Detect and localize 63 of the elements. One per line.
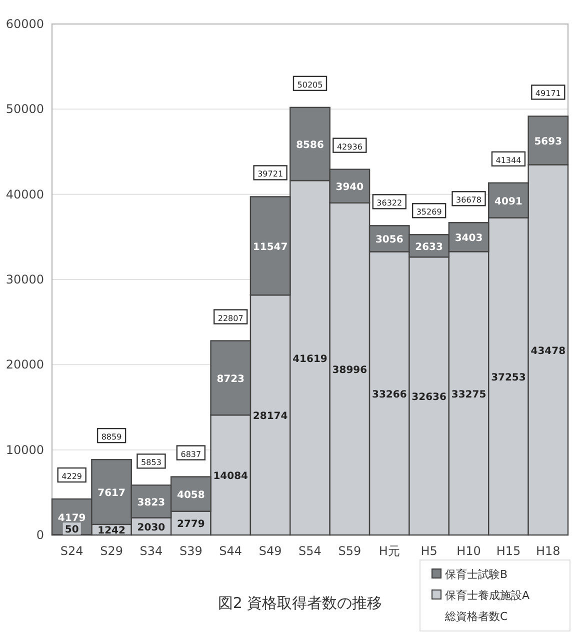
text: 総資格者数C [444, 610, 508, 623]
data-label: 11547 [252, 242, 288, 253]
x-tick-label: H10 [456, 544, 481, 558]
total-label: 22807 [218, 314, 244, 323]
data-label: 14084 [213, 471, 248, 482]
data-label: 4179 [58, 512, 86, 524]
legend-label: 保育士養成施設A [445, 589, 530, 602]
data-label: 32636 [412, 392, 447, 404]
data-label: 3823 [137, 497, 166, 508]
x-tick-label: S44 [219, 544, 242, 558]
total-label: 36322 [376, 198, 402, 208]
y-tick-label: 50000 [6, 102, 44, 116]
y-tick-label: 10000 [6, 442, 44, 457]
data-label: 2030 [137, 522, 166, 534]
total-label: 35269 [416, 208, 442, 217]
data-label: 8586 [296, 140, 324, 151]
total-label: 6837 [180, 450, 202, 459]
y-tick-label: 40000 [6, 187, 44, 202]
total-label: 36678 [456, 196, 482, 205]
x-tick-label: S34 [140, 544, 163, 558]
data-label: 3940 [336, 182, 364, 194]
x-tick-label: H5 [420, 544, 438, 558]
x-tick-label: S49 [258, 544, 282, 558]
data-label: 3403 [454, 233, 483, 244]
data-label: 37253 [491, 372, 526, 384]
total-label: 5853 [141, 458, 162, 468]
data-label: 7617 [98, 488, 126, 499]
x-tick-label: S54 [298, 544, 322, 558]
data-label: 8723 [216, 374, 245, 385]
data-label: 33266 [372, 389, 407, 400]
y-tick-label: 60000 [6, 17, 44, 31]
data-label: 2779 [177, 519, 205, 530]
x-tick-label: H18 [536, 544, 560, 558]
data-label: 4091 [494, 196, 522, 208]
x-tick-label: H15 [496, 544, 521, 558]
data-label: 1242 [98, 526, 126, 537]
total-label: 4229 [62, 472, 82, 481]
data-label: 50 [64, 524, 79, 536]
x-tick-label: S24 [60, 544, 84, 558]
total-label: 39721 [258, 170, 284, 179]
total-label: 50205 [297, 80, 323, 90]
legend-label: 保育士試験B [445, 568, 508, 581]
total-label: 42936 [336, 142, 362, 152]
x-tick-label: S29 [100, 544, 123, 558]
data-label: 4058 [177, 490, 205, 502]
y-tick-label: 0 [36, 528, 44, 542]
data-label: 41619 [292, 354, 328, 365]
data-label: 28174 [252, 411, 288, 422]
x-tick-label: S39 [179, 544, 202, 558]
data-label: 38996 [332, 364, 368, 376]
data-label: 43478 [530, 346, 566, 357]
x-tick-label: H元 [378, 544, 400, 558]
total-label: 8859 [101, 432, 122, 442]
y-tick-label: 20000 [6, 358, 44, 372]
data-label: 2633 [415, 242, 444, 253]
x-tick-label: S59 [338, 544, 362, 558]
total-label: 41344 [496, 156, 522, 165]
y-tick-label: 30000 [6, 272, 44, 286]
data-label: 3056 [375, 234, 404, 246]
data-label: 33275 [451, 389, 486, 400]
text: 図2 資格取得者数の推移 [218, 594, 382, 612]
total-label: 49171 [535, 89, 561, 98]
data-label: 5693 [534, 136, 562, 148]
